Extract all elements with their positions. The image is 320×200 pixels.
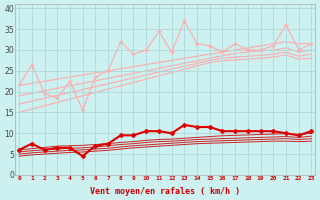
X-axis label: Vent moyen/en rafales ( km/h ): Vent moyen/en rafales ( km/h ) [90, 187, 240, 196]
